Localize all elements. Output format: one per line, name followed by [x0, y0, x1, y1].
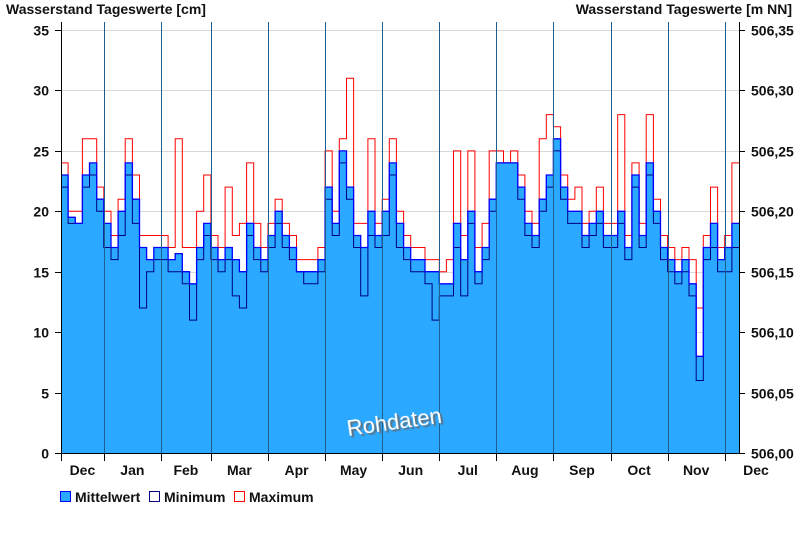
legend: Mittelwert Minimum Maximum [60, 489, 314, 505]
x-tick-label: Oct [627, 462, 651, 478]
x-tick-label: Aug [511, 462, 538, 478]
x-tick-label: Jun [398, 462, 423, 478]
legend-swatch-mittelwert [60, 491, 71, 502]
y-tick-label-left: 15 [33, 265, 49, 281]
x-tick-label: Apr [284, 462, 309, 478]
legend-minimum: Minimum [164, 489, 225, 505]
legend-swatch-maximum [234, 491, 245, 502]
left-axis-title: Wasserstand Tageswerte [cm] [6, 1, 206, 17]
x-tick-label: Mar [227, 462, 252, 478]
y-tick-label-right: 506,35 [751, 23, 794, 39]
y-tick-label-left: 25 [33, 144, 49, 160]
y-tick-label-right: 506,20 [751, 204, 794, 220]
month-separators [104, 22, 726, 453]
x-tick-label: Dec [70, 462, 96, 478]
x-tick-label: Feb [173, 462, 198, 478]
y-tick-label-left: 5 [41, 386, 49, 402]
axes: 0 506,00 5 506,05 10 506,10 15 506,15 20 506,20 25… [33, 22, 794, 478]
legend-maximum: Maximum [249, 489, 314, 505]
y-tick-label-left: 0 [41, 446, 49, 462]
plot-area [61, 77, 739, 454]
legend-swatch-minimum [149, 491, 160, 502]
legend-mittelwert: Mittelwert [75, 489, 141, 505]
x-tick-label: Jan [120, 462, 144, 478]
x-tick-label: Nov [683, 462, 710, 478]
y-tick-label-right: 506,00 [751, 446, 794, 462]
y-tick-label-left: 35 [33, 23, 49, 39]
y-tick-label-right: 506,25 [751, 144, 794, 160]
x-tick-label: May [340, 462, 367, 478]
y-tick-label-left: 30 [33, 83, 49, 99]
x-tick-label: Jul [458, 462, 478, 478]
x-tick-label: Sep [569, 462, 595, 478]
right-axis-title: Wasserstand Tageswerte [m NN] [576, 1, 792, 17]
y-tick-label-right: 506,30 [751, 83, 794, 99]
mittelwert-area [61, 138, 739, 454]
y-tick-label-left: 10 [33, 325, 49, 341]
y-tick-label-right: 506,05 [751, 386, 794, 402]
x-tick-label: Dec [743, 462, 769, 478]
mittelwert-line [61, 138, 739, 357]
y-tick-label-right: 506,15 [751, 265, 794, 281]
y-tick-label-left: 20 [33, 204, 49, 220]
y-tick-label-right: 506,10 [751, 325, 794, 341]
